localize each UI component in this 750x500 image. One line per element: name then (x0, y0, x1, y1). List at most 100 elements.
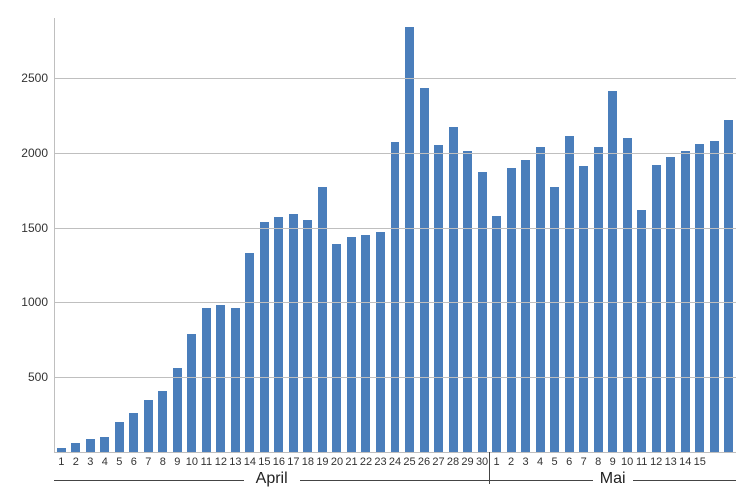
x-tick-label: 30 (476, 456, 488, 468)
x-tick-label: 6 (131, 456, 137, 468)
month-rule (300, 480, 490, 481)
bar (666, 157, 675, 452)
bar (521, 160, 530, 452)
bar (115, 422, 124, 452)
bar (695, 144, 704, 452)
x-tick-label: 19 (316, 456, 328, 468)
bar (71, 443, 80, 452)
y-tick-label: 2000 (21, 146, 48, 160)
x-tick-label: 3 (523, 456, 529, 468)
x-tick-label: 18 (302, 456, 314, 468)
bar (710, 141, 719, 452)
bar (391, 142, 400, 452)
x-tick-label: 8 (595, 456, 601, 468)
bar (434, 145, 443, 452)
bar (158, 391, 167, 452)
bar (637, 210, 646, 452)
bar (347, 237, 356, 453)
x-tick-label: 25 (403, 456, 415, 468)
x-tick-label: 12 (650, 456, 662, 468)
bar (274, 217, 283, 452)
bar (507, 168, 516, 452)
x-tick-label: 5 (552, 456, 558, 468)
bar (361, 235, 370, 452)
x-tick-label: 13 (665, 456, 677, 468)
y-axis (54, 18, 55, 452)
x-tick-label: 12 (215, 456, 227, 468)
bar (144, 400, 153, 452)
x-tick-label: 8 (160, 456, 166, 468)
x-tick-label: 9 (610, 456, 616, 468)
bar (100, 437, 109, 452)
bar-chart: 5001000150020002500123456789101112131415… (0, 0, 750, 500)
bar (202, 308, 211, 452)
x-tick-label: 11 (636, 456, 647, 468)
x-tick-label: 15 (694, 456, 706, 468)
bar (594, 147, 603, 452)
y-tick-label: 1000 (21, 295, 48, 309)
x-tick-label: 5 (116, 456, 122, 468)
x-tick-label: 6 (566, 456, 572, 468)
x-tick-label: 13 (229, 456, 241, 468)
x-tick-label: 1 (58, 456, 64, 468)
x-tick-label: 20 (331, 456, 343, 468)
gridline (54, 377, 736, 378)
bar (173, 368, 182, 452)
plot-area: 5001000150020002500123456789101112131415… (54, 18, 736, 452)
bars-container (54, 18, 736, 452)
x-tick-label: 28 (447, 456, 459, 468)
bar (231, 308, 240, 452)
gridline (54, 228, 736, 229)
bar (129, 413, 138, 452)
x-tick-label: 16 (273, 456, 285, 468)
x-tick-label: 1 (494, 456, 500, 468)
y-tick-label: 1500 (21, 221, 48, 235)
x-tick-label: 7 (145, 456, 151, 468)
bar (260, 222, 269, 452)
bar (289, 214, 298, 452)
x-tick-label: 29 (461, 456, 473, 468)
bar (579, 166, 588, 452)
bar (420, 88, 429, 452)
x-tick-label: 4 (102, 456, 108, 468)
x-tick-label: 10 (186, 456, 198, 468)
x-tick-label: 14 (244, 456, 256, 468)
bar (376, 232, 385, 452)
x-tick-label: 7 (581, 456, 587, 468)
bar (565, 136, 574, 452)
bar (478, 172, 487, 452)
x-tick-label: 9 (174, 456, 180, 468)
x-tick-label: 26 (418, 456, 430, 468)
gridline (54, 153, 736, 154)
x-tick-label: 23 (374, 456, 386, 468)
gridline (54, 78, 736, 79)
bar (405, 27, 414, 452)
month-rule (633, 480, 736, 481)
bar (608, 91, 617, 452)
bar (187, 334, 196, 452)
x-tick-label: 17 (287, 456, 299, 468)
bar (623, 138, 632, 452)
y-tick-label: 500 (28, 370, 48, 384)
gridline (54, 302, 736, 303)
x-tick-label: 4 (537, 456, 543, 468)
bar (216, 305, 225, 452)
month-rule (489, 480, 592, 481)
month-label-right: Mai (600, 470, 626, 488)
x-tick-label: 24 (389, 456, 401, 468)
bar (86, 439, 95, 452)
x-tick-label: 21 (345, 456, 357, 468)
bar (303, 220, 312, 452)
x-tick-label: 3 (87, 456, 93, 468)
x-tick-label: 14 (679, 456, 691, 468)
bar (724, 120, 733, 452)
x-tick-label: 10 (621, 456, 633, 468)
x-tick-label: 27 (432, 456, 444, 468)
x-tick-label: 2 (73, 456, 79, 468)
y-tick-label: 2500 (21, 71, 48, 85)
x-tick-label: 22 (360, 456, 372, 468)
bar (652, 165, 661, 452)
x-tick-label: 15 (258, 456, 270, 468)
bar (449, 127, 458, 452)
bar (492, 216, 501, 452)
